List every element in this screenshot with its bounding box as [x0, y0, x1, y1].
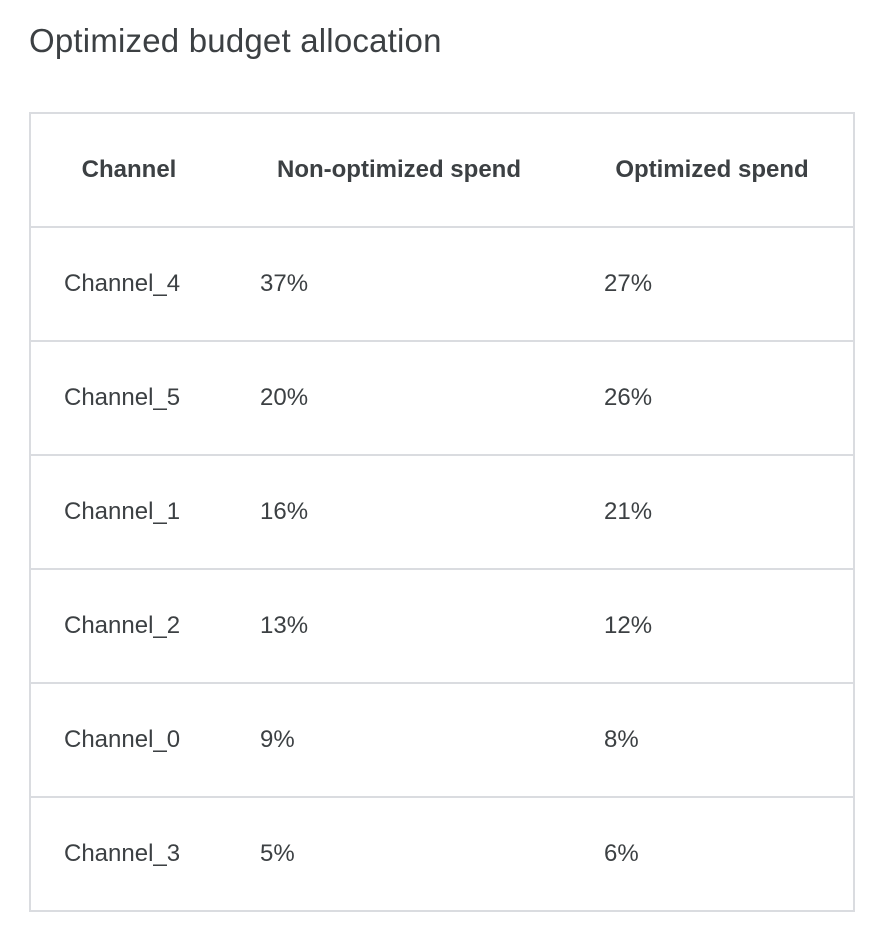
channel-cell: Channel_3 [64, 840, 181, 867]
table-row: Channel_3 5% 6% [30, 797, 854, 911]
channel-cell: Channel_2 [30, 569, 227, 684]
non-optimized-spend-cell: 37% [227, 227, 571, 342]
optimized-spend-cell: 12% [571, 569, 854, 684]
table-header-row: Channel Non-optimized spend Optimized sp… [30, 113, 854, 228]
channel-cell: Channel_1 [30, 455, 227, 570]
table-row: Channel_5 20% 26% [30, 341, 854, 456]
table-row: Channel_0 9% 8% [30, 683, 854, 798]
section-title: Optimized budget allocation [29, 22, 442, 59]
optimized-spend-cell: 6% [604, 840, 639, 867]
optimized-spend-cell: 21% [571, 455, 854, 570]
non-optimized-spend-cell: 5% [260, 840, 295, 867]
optimized-spend-cell: 8% [571, 683, 854, 798]
table-row: Channel_4 37% 27% [30, 227, 854, 342]
header-channel: Channel [30, 113, 227, 228]
channel-cell: Channel_4 [30, 227, 227, 342]
budget-allocation-table: Channel Non-optimized spend Optimized sp… [29, 112, 855, 912]
non-optimized-spend-cell: 20% [227, 341, 571, 456]
table-row: Channel_1 16% 21% [30, 455, 854, 570]
table-row: Channel_2 13% 12% [30, 569, 854, 684]
header-optimized-spend: Optimized spend [571, 113, 854, 228]
optimized-spend-cell: 26% [571, 341, 854, 456]
non-optimized-spend-cell: 9% [227, 683, 571, 798]
channel-cell: Channel_5 [30, 341, 227, 456]
channel-cell: Channel_0 [30, 683, 227, 798]
optimized-spend-cell: 27% [571, 227, 854, 342]
non-optimized-spend-cell: 13% [227, 569, 571, 684]
non-optimized-spend-cell: 16% [227, 455, 571, 570]
header-non-optimized-spend: Non-optimized spend [227, 113, 571, 228]
